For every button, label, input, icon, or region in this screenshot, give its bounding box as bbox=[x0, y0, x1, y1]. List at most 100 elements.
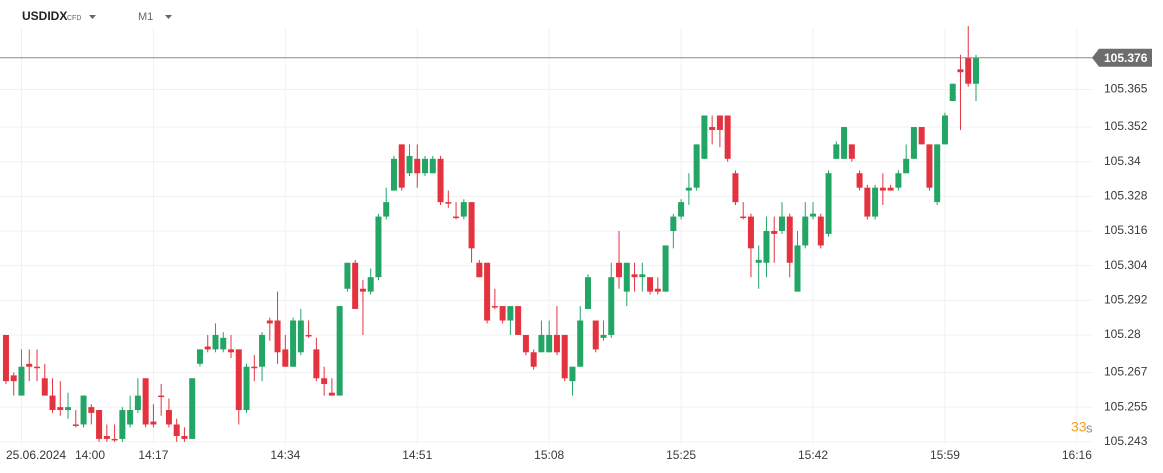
candle-body bbox=[522, 334, 529, 353]
candle-body bbox=[538, 334, 545, 353]
candle-body bbox=[825, 173, 832, 234]
candle-body bbox=[639, 274, 646, 278]
candle-body bbox=[848, 144, 855, 159]
candle-body bbox=[755, 259, 762, 263]
candles bbox=[2, 25, 979, 442]
overlay: 105.243 105.255 105.267 105.28 105.292 105.30… bbox=[0, 48, 1152, 462]
candle-body bbox=[965, 57, 972, 84]
candle-body bbox=[150, 421, 157, 425]
candle-body bbox=[18, 366, 25, 396]
candle-body bbox=[530, 352, 537, 367]
candle-body bbox=[414, 158, 421, 174]
candle-body bbox=[321, 378, 328, 385]
candle-body bbox=[468, 202, 475, 249]
candle-body bbox=[817, 216, 824, 246]
y-tick-label: 105.243 bbox=[1104, 434, 1148, 448]
y-tick-label: 105.267 bbox=[1104, 365, 1148, 379]
candle-body bbox=[693, 144, 700, 188]
candle-body bbox=[127, 410, 134, 425]
candle-body bbox=[437, 158, 444, 203]
candle-body bbox=[336, 306, 343, 396]
candle-body bbox=[352, 262, 359, 309]
candle-body bbox=[290, 320, 297, 367]
timeframe-dropdown-arrow[interactable] bbox=[165, 15, 172, 19]
x-tick-label: 14:00 bbox=[75, 448, 105, 462]
candle-body bbox=[592, 320, 599, 350]
candle-body bbox=[34, 366, 41, 369]
candle-body bbox=[429, 158, 436, 174]
candle-body bbox=[88, 407, 95, 413]
countdown: 33 bbox=[1071, 419, 1087, 435]
grid bbox=[0, 28, 1093, 444]
candle-body bbox=[670, 216, 677, 231]
y-tick-label: 105.316 bbox=[1104, 223, 1148, 237]
candle-body bbox=[297, 320, 304, 353]
candle-body bbox=[460, 202, 467, 217]
candle-body bbox=[623, 262, 630, 292]
candle-body bbox=[383, 202, 390, 217]
candle-body bbox=[2, 334, 9, 382]
candle-body bbox=[204, 346, 211, 350]
candle-body bbox=[119, 410, 126, 439]
candle-body bbox=[701, 115, 708, 159]
symbol[interactable]: USDIDX bbox=[22, 9, 67, 23]
y-tick-label: 105.255 bbox=[1104, 399, 1148, 413]
candle-body bbox=[662, 245, 669, 292]
y-tick-label: 105.28 bbox=[1104, 327, 1141, 341]
candle-body bbox=[561, 334, 568, 379]
candle-body bbox=[794, 245, 801, 292]
candle-body bbox=[584, 277, 591, 309]
candle-body bbox=[546, 334, 553, 353]
candle-body bbox=[879, 187, 886, 191]
candle-body bbox=[491, 306, 498, 308]
y-tick-label: 105.34 bbox=[1104, 154, 1141, 168]
candle-body bbox=[196, 349, 203, 364]
candle-body bbox=[926, 144, 933, 188]
x-tick-label: 16:16 bbox=[1062, 448, 1092, 462]
symbol-dropdown-arrow[interactable] bbox=[89, 15, 96, 19]
candle-body bbox=[972, 57, 979, 84]
candle-body bbox=[181, 436, 188, 439]
x-tick-label: 15:25 bbox=[666, 448, 696, 462]
candle-body bbox=[158, 395, 165, 398]
candle-body bbox=[189, 378, 196, 439]
candle-body bbox=[678, 202, 685, 217]
candle-body bbox=[747, 216, 754, 249]
candle-body bbox=[778, 216, 785, 231]
x-tick-label: 15:42 bbox=[798, 448, 828, 462]
candle-body bbox=[390, 158, 397, 191]
candle-body bbox=[810, 213, 817, 217]
candle-body bbox=[763, 231, 770, 263]
candle-body bbox=[453, 216, 460, 219]
candle-body bbox=[577, 320, 584, 367]
candle-body bbox=[608, 277, 615, 335]
candle-body bbox=[274, 320, 281, 353]
candle-body bbox=[422, 158, 429, 174]
candle-body bbox=[103, 436, 110, 439]
candle-body bbox=[903, 158, 910, 174]
candle-body bbox=[72, 424, 79, 426]
candle-body bbox=[600, 334, 607, 338]
candle-body bbox=[10, 375, 17, 382]
candle-body bbox=[111, 438, 118, 441]
candle-body bbox=[499, 306, 506, 321]
candle-body bbox=[934, 144, 941, 203]
candle-body bbox=[685, 187, 692, 191]
candle-body bbox=[406, 155, 413, 174]
candle-body bbox=[26, 363, 33, 367]
candle-body bbox=[732, 173, 739, 203]
x-tick-label: 14:51 bbox=[402, 448, 432, 462]
candle-body bbox=[49, 395, 56, 411]
candle-body bbox=[212, 334, 219, 350]
timeframe[interactable]: M1 bbox=[138, 11, 153, 23]
date-label: 25.06.2024 bbox=[6, 448, 66, 462]
candle-body bbox=[654, 288, 661, 292]
candle-body bbox=[282, 349, 289, 367]
candle-body bbox=[515, 306, 522, 335]
candle-body bbox=[910, 127, 917, 159]
candle-body bbox=[856, 173, 863, 188]
candle-body bbox=[484, 262, 491, 321]
symbol-type: CFD bbox=[67, 15, 81, 22]
